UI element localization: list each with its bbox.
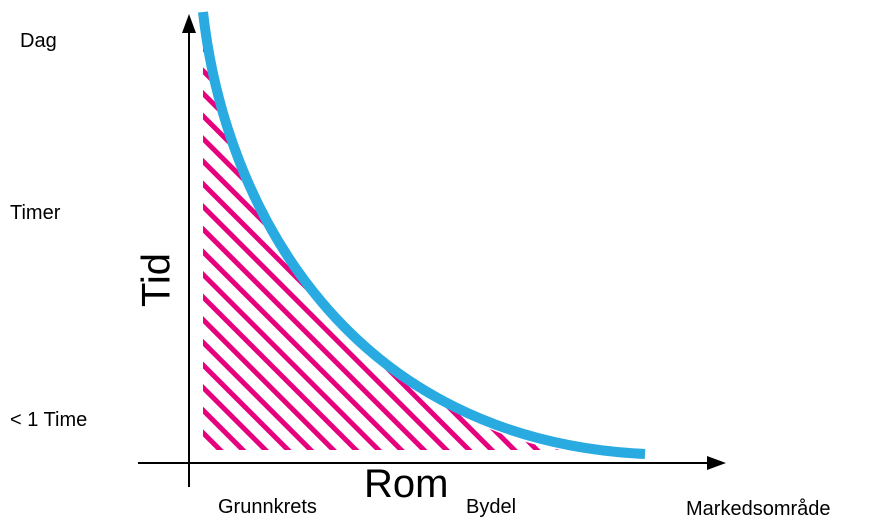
y-tick-timer: Timer <box>10 202 61 224</box>
boundary-curve <box>198 11 646 459</box>
x-tick-bydel: Bydel <box>466 496 517 518</box>
y-axis-arrowhead <box>182 14 196 33</box>
y-tick-dag: Dag <box>20 30 57 52</box>
x-axis-title: Rom <box>364 462 449 506</box>
y-tick-under-1-time: < 1 Time <box>10 409 88 431</box>
x-tick-grunnkrets: Grunnkrets <box>218 496 317 518</box>
hatched-region <box>203 40 560 450</box>
y-axis-title: Tid <box>134 252 179 308</box>
x-axis-arrowhead <box>707 456 726 470</box>
x-tick-markedsomrade: Markedsområde <box>686 498 831 520</box>
